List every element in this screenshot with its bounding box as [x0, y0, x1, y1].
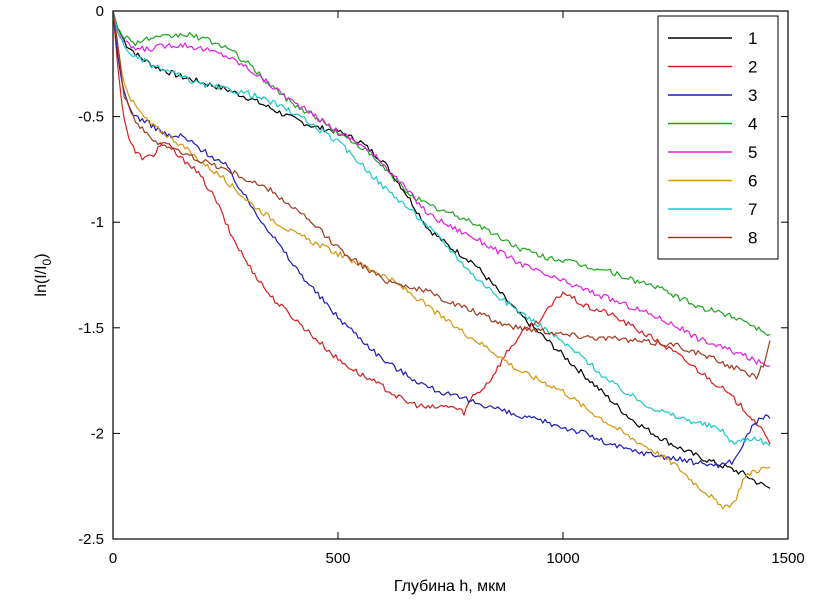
y-tick-label: -1	[91, 214, 104, 231]
y-tick-label: -1.5	[78, 320, 104, 337]
series-3-line	[112, 10, 771, 469]
series-4-line	[112, 10, 771, 337]
y-axis-label-sub: 0	[40, 258, 54, 265]
tick-layer: 0 500 1000 1500 0 -0.5 -1 -1.5 -2 -2.5	[78, 3, 805, 567]
series-6-line	[112, 10, 771, 510]
legend-label-8: 8	[748, 229, 757, 248]
x-tick-label: 0	[109, 550, 117, 567]
legend-label-5: 5	[748, 143, 757, 162]
legend-label-6: 6	[748, 172, 757, 191]
y-tick-label: -2.5	[78, 531, 104, 548]
y-tick-label: -0.5	[78, 109, 104, 126]
legend-label-1: 1	[748, 29, 757, 48]
x-axis-label: Глубина h, мкм	[394, 578, 506, 595]
y-axis-label-close: )	[33, 253, 50, 258]
y-tick-label: 0	[96, 3, 104, 20]
legend-label-3: 3	[748, 86, 757, 105]
legend-label-7: 7	[748, 200, 757, 219]
x-tick-label: 1000	[546, 550, 579, 567]
legend: 1 2 3 4 5 6 7 8	[657, 15, 779, 260]
legend-label-4: 4	[748, 115, 757, 134]
series-layer	[112, 10, 771, 510]
series-8-line	[112, 10, 771, 380]
series-5-line	[112, 10, 771, 368]
series-7-line	[112, 10, 771, 447]
y-axis-label-main: ln(I/I	[33, 265, 50, 296]
series-1-line	[112, 10, 771, 489]
x-tick-label: 1500	[771, 550, 804, 567]
x-tick-label: 500	[325, 550, 350, 567]
y-axis-label: ln(I/I0)	[33, 253, 54, 296]
legend-label-2: 2	[748, 58, 757, 77]
y-tick-label: -2	[91, 425, 104, 442]
legend-box	[657, 15, 779, 260]
